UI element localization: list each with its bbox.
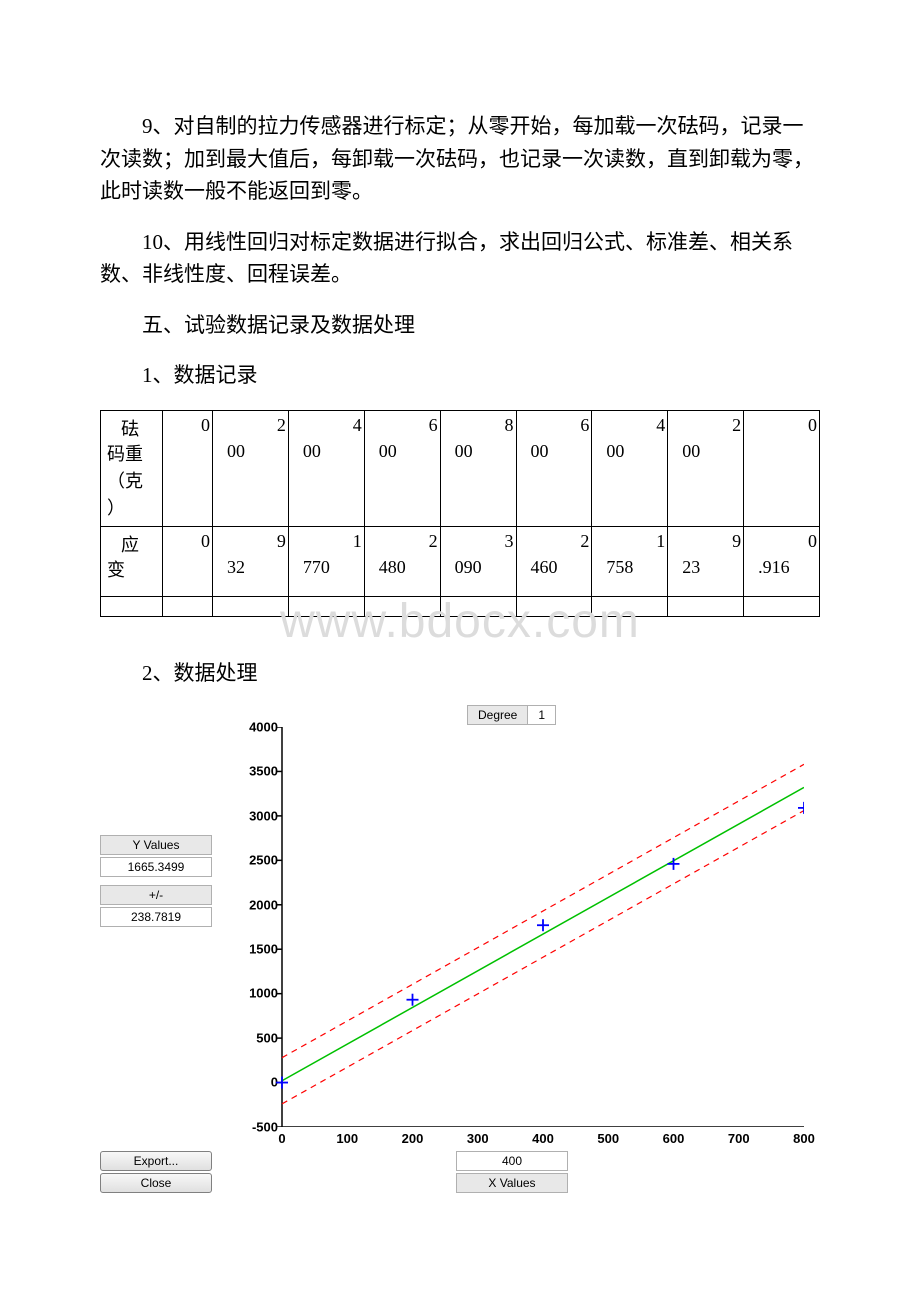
side-panel: Y Values 1665.3499 +/- 238.7819 xyxy=(100,835,212,929)
table-row: 应 变 0 9 32 1 770 2 480 3 090 2 460 1 758 9 23 0… xyxy=(101,526,820,596)
heading-5-1: 1、数据记录 xyxy=(100,359,820,392)
cell: 00 xyxy=(289,437,321,462)
cell: 00 xyxy=(213,437,245,462)
close-button[interactable]: Close xyxy=(100,1173,212,1193)
cell: 0 xyxy=(808,527,819,552)
cell: 0 xyxy=(201,411,212,436)
cell: 6 xyxy=(580,411,591,436)
yvalues-value: 1665.3499 xyxy=(100,857,212,877)
data-table: 砝 码重 （克 ） 0 200 400 600 800 600 400 200 … xyxy=(100,410,820,617)
xvalue-box[interactable]: 400 xyxy=(456,1151,568,1171)
xvalues-label: X Values xyxy=(456,1173,568,1193)
cell: 480 xyxy=(365,553,406,578)
cell: 460 xyxy=(517,553,558,578)
row1-head-lead: 砝 xyxy=(101,411,139,441)
paragraph-10: 10、用线性回归对标定数据进行拟合，求出回归公式、标准差、相关系数、非线性度、回… xyxy=(100,226,820,291)
cell: 758 xyxy=(592,553,633,578)
cell: .916 xyxy=(744,553,790,578)
cell: 0 xyxy=(201,527,212,552)
pm-value: 238.7819 xyxy=(100,907,212,927)
cell: 2 xyxy=(580,527,591,552)
row2-head-lines: 变 xyxy=(101,557,125,588)
degree-value[interactable]: 1 xyxy=(528,705,556,725)
cell: 2 xyxy=(732,411,743,436)
table-row xyxy=(101,596,820,616)
cell: 6 xyxy=(429,411,440,436)
cell: 23 xyxy=(668,553,700,578)
degree-label: Degree xyxy=(467,705,528,725)
cell: 2 xyxy=(429,527,440,552)
cell: 1 xyxy=(353,527,364,552)
cell: 3 xyxy=(505,527,516,552)
cell: 4 xyxy=(353,411,364,436)
cell: 4 xyxy=(656,411,667,436)
cell: 1 xyxy=(656,527,667,552)
cell: 00 xyxy=(365,437,397,462)
cell: 00 xyxy=(668,437,700,462)
heading-5-2: 2、数据处理 xyxy=(100,657,820,687)
yvalues-label: Y Values xyxy=(100,835,212,855)
heading-5: 五、试验数据记录及数据处理 xyxy=(100,309,820,342)
paragraph-9: 9、对自制的拉力传感器进行标定；从零开始，每加载一次砝码，记录一次读数；加到最大… xyxy=(100,110,820,208)
table-row: 砝 码重 （克 ） 0 200 400 600 800 600 400 200 … xyxy=(101,410,820,526)
cell: 8 xyxy=(505,411,516,436)
cell: 00 xyxy=(592,437,624,462)
degree-box: Degree 1 xyxy=(467,705,556,725)
export-button[interactable]: Export... xyxy=(100,1151,212,1171)
cell: 00 xyxy=(441,437,473,462)
cell: 9 xyxy=(277,527,288,552)
cell: 9 xyxy=(732,527,743,552)
cell: 0 xyxy=(808,411,819,436)
cell: 32 xyxy=(213,553,245,578)
row1-head-lines: 码重 （克 ） xyxy=(101,441,143,526)
row2-head-lead: 应 xyxy=(101,527,139,557)
cell: 090 xyxy=(441,553,482,578)
chart-figure: Degree 1 Y Values 1665.3499 +/- 238.7819… xyxy=(100,705,820,1205)
cell: 2 xyxy=(277,411,288,436)
pm-label: +/- xyxy=(100,885,212,905)
cell: 00 xyxy=(517,437,549,462)
cell: 770 xyxy=(289,553,330,578)
regression-plot xyxy=(226,727,804,1127)
